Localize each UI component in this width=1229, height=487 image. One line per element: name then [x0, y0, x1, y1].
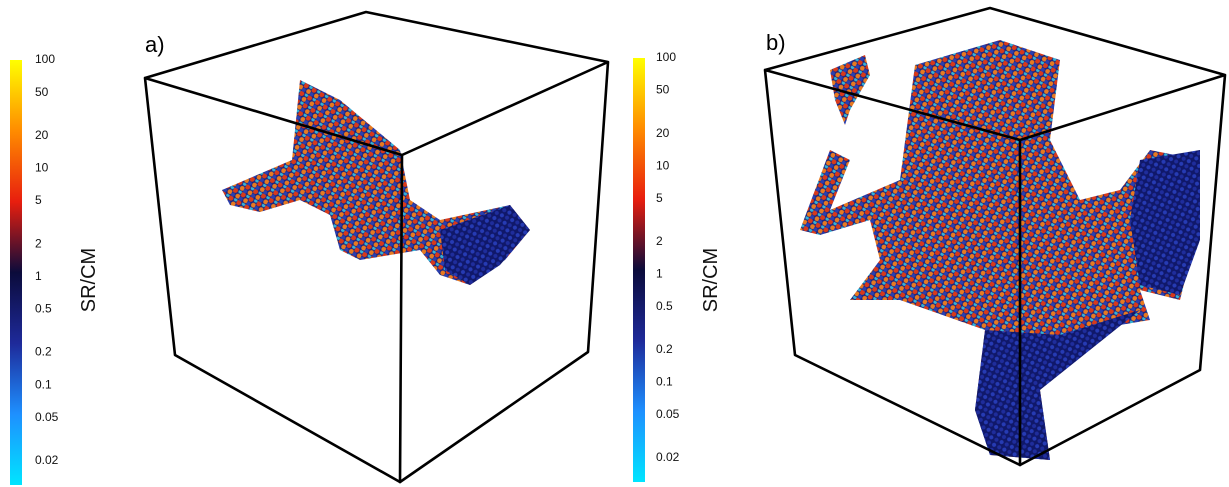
colorbar-tick-label: 0.5 [656, 299, 673, 313]
colorbar-tick-label: 10 [656, 158, 670, 172]
colorbar-tick-label: 20 [35, 128, 49, 142]
colorbar-tick-label: 1 [656, 266, 663, 280]
colorbar-tick-label: 5 [656, 191, 663, 205]
panel-label: b) [766, 30, 786, 55]
colorbar-tick-label: 0.05 [656, 407, 680, 421]
voxel-body [440, 205, 530, 285]
colorbar-tick-label: 0.2 [656, 342, 673, 356]
colorbar-tick-label: 1 [35, 269, 42, 283]
colorbar-tick-label: 2 [656, 234, 663, 248]
panel-a-render [145, 12, 608, 482]
colorbar [10, 60, 22, 485]
colorbar-label: SR/CM [78, 248, 100, 312]
colorbar-tick-label: 10 [35, 161, 49, 175]
colorbars: 100 50 20 10 5 2 1 0.5 0.2 0.1 0.05 0.02 SR/CM a) 100 5… [10, 30, 786, 485]
colorbar-tick-label: 100 [35, 52, 55, 66]
colorbar-tick-label: 0.02 [35, 453, 59, 467]
colorbar-tick-label: 0.1 [656, 375, 673, 389]
colorbar-tick-label: 0.1 [35, 377, 52, 391]
colorbar-tick-label: 100 [656, 50, 676, 64]
panel-b-render [765, 8, 1225, 465]
colorbar-tick-label: 20 [656, 126, 670, 140]
colorbar-tick-label: 50 [35, 85, 49, 99]
colorbar-label: SR/CM [700, 248, 722, 312]
colorbar-tick-label: 0.2 [35, 345, 52, 359]
colorbar [633, 58, 645, 482]
colorbar-tick-label: 50 [656, 83, 670, 97]
colorbar-tick-label: 2 [35, 236, 42, 250]
colorbar-tick-label: 0.05 [35, 410, 59, 424]
voxel-body [1130, 150, 1200, 295]
panel-label: a) [145, 32, 165, 57]
colorbar-tick-label: 5 [35, 193, 42, 207]
figure: 100 50 20 10 5 2 1 0.5 0.2 0.1 0.05 0.02 SR/CM a) 100 5… [0, 0, 1229, 487]
colorbar-tick-label: 0.02 [656, 450, 680, 464]
colorbar-tick-label: 0.5 [35, 302, 52, 316]
